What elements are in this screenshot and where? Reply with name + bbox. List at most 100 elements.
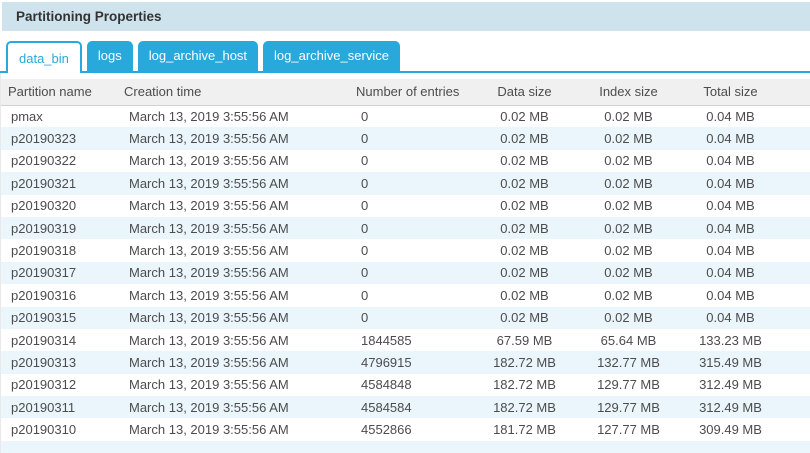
cell: 0.04 MB — [706, 243, 755, 259]
cell: p20190322 — [11, 153, 77, 169]
cell — [671, 440, 810, 453]
table-row: p20190323 March 13, 2019 3:55:56 AM 0 0.02 … — [1, 127, 810, 150]
cell: 1844585 — [361, 332, 412, 348]
table-row: p20190314 March 13, 2019 3:55:56 AM 184458… — [1, 329, 810, 351]
cell: 0.02 MB — [463, 216, 586, 240]
cell: p20190312 — [11, 377, 77, 393]
cell: March 13, 2019 3:55:56 AM — [129, 287, 289, 303]
cell — [463, 440, 586, 453]
cell: 0.02 MB — [604, 108, 653, 124]
table-row: p20190322 March 13, 2019 3:55:56 AM 0 0.02 … — [1, 150, 810, 172]
cell: p20190317 — [1, 261, 121, 285]
panel-titlebar: Partitioning Properties — [2, 2, 810, 31]
cell: 0.02 MB — [463, 127, 586, 150]
cell: 0.02 MB — [500, 243, 549, 259]
cell: March 13, 2019 3:55:56 AM — [121, 127, 343, 150]
cell: p20190314 — [11, 332, 77, 348]
cell: 182.72 MB — [463, 396, 586, 419]
cell: p20190318 — [11, 243, 77, 259]
table-header-row: Partition name Creation time Number of ent… — [1, 79, 810, 106]
tab-bar: data_bin logs log_archive_host log_archive_… — [0, 41, 810, 73]
cell: 0.02 MB — [463, 172, 586, 195]
column-header-number-of-entries: Number of entries — [343, 79, 463, 106]
cell: March 13, 2019 3:55:56 AM — [129, 422, 289, 438]
table-row: p20190312 March 13, 2019 3:55:56 AM 458484… — [1, 374, 810, 396]
cell: 0.02 MB — [604, 287, 653, 303]
cell: 65.64 MB — [600, 332, 657, 348]
table-row: p20190318 March 13, 2019 3:55:56 AM 0 0.02 … — [1, 239, 810, 261]
cell: 0.02 MB — [463, 306, 586, 329]
cell: 182.72 MB — [463, 351, 586, 374]
cell: p20190313 — [1, 351, 121, 374]
cell: 67.59 MB — [496, 332, 553, 348]
cell: 0.02 MB — [586, 172, 671, 195]
cell: 312.49 MB — [671, 396, 810, 419]
table-row: p20190317 March 13, 2019 3:55:56 AM 0 0.02 … — [1, 261, 810, 285]
table-body: pmax March 13, 2019 3:55:56 AM 0 0.02 MB 0.0… — [1, 105, 810, 453]
cell: 4584584 — [343, 396, 463, 419]
table-row: p20190311 March 13, 2019 3:55:56 AM 458458… — [1, 396, 810, 419]
cell: 0 — [343, 306, 463, 329]
cell: 0 — [361, 198, 369, 214]
panel-title: Partitioning Properties — [16, 9, 162, 24]
cell: March 13, 2019 3:55:56 AM — [129, 153, 289, 169]
cell: March 13, 2019 3:55:56 AM — [121, 396, 343, 419]
cell: March 13, 2019 3:55:56 AM — [121, 261, 343, 285]
cell: 0.02 MB — [500, 108, 549, 124]
cell: 0 — [361, 108, 369, 124]
table-row: pmax March 13, 2019 3:55:56 AM 0 0.02 MB 0.0… — [1, 105, 810, 127]
tab-data_bin[interactable]: data_bin — [6, 41, 82, 73]
column-header-total-size: Total size — [671, 79, 810, 106]
cell: 4796915 — [343, 351, 463, 374]
cell: 0.04 MB — [671, 172, 810, 195]
tab-log_archive_host[interactable]: log_archive_host — [137, 41, 259, 71]
cell: 0.04 MB — [671, 306, 810, 329]
cell: 0 — [361, 243, 369, 259]
table-row: p20190319 March 13, 2019 3:55:56 AM 0 0.02 … — [1, 216, 810, 240]
cell — [121, 440, 343, 453]
cell: 181.72 MB — [493, 422, 556, 438]
cell: 132.77 MB — [586, 351, 671, 374]
cell: 0.02 MB — [500, 153, 549, 169]
column-header-partition-name: Partition name — [1, 79, 121, 106]
cell: pmax — [11, 108, 43, 124]
cell: 0.04 MB — [706, 153, 755, 169]
table-row: p20190320 March 13, 2019 3:55:56 AM 0 0.02 … — [1, 195, 810, 217]
cell: 0.04 MB — [671, 216, 810, 240]
cell: p20190323 — [1, 127, 121, 150]
cell: 0 — [343, 216, 463, 240]
column-header-creation-time: Creation time — [121, 79, 343, 106]
cell: 0.04 MB — [706, 198, 755, 214]
cell: 0.02 MB — [586, 216, 671, 240]
cell — [343, 440, 463, 453]
cell: March 13, 2019 3:55:56 AM — [121, 172, 343, 195]
cell: 4584848 — [361, 377, 412, 393]
cell: 129.77 MB — [586, 396, 671, 419]
cell: p20190319 — [1, 216, 121, 240]
tab-logs[interactable]: logs — [86, 41, 133, 71]
cell: 4552866 — [361, 422, 412, 438]
cell: March 13, 2019 3:55:56 AM — [121, 216, 343, 240]
cell: 0.02 MB — [586, 261, 671, 285]
cell: 0.02 MB — [500, 198, 549, 214]
cell: 0.02 MB — [586, 127, 671, 150]
cell — [586, 440, 671, 453]
cell: 0.02 MB — [604, 243, 653, 259]
cell: 0 — [361, 153, 369, 169]
partitions-table: Partition name Creation time Number of ent… — [1, 79, 810, 453]
cell: 0.02 MB — [463, 261, 586, 285]
tabbar-underline — [0, 71, 810, 73]
cell: 0.04 MB — [706, 108, 755, 124]
cell: 0.02 MB — [500, 287, 549, 303]
cell: 0.02 MB — [604, 198, 653, 214]
cell: p20190320 — [11, 198, 77, 214]
column-header-index-size: Index size — [586, 79, 671, 106]
cell: 0.02 MB — [604, 153, 653, 169]
column-header-data-size: Data size — [463, 79, 586, 106]
table-row: p20190313 March 13, 2019 3:55:56 AM 479691… — [1, 351, 810, 374]
cell: 0 — [361, 287, 369, 303]
tab-log_archive_service[interactable]: log_archive_service — [263, 41, 400, 71]
cell: 0.04 MB — [671, 127, 810, 150]
cell: March 13, 2019 3:55:56 AM — [121, 351, 343, 374]
